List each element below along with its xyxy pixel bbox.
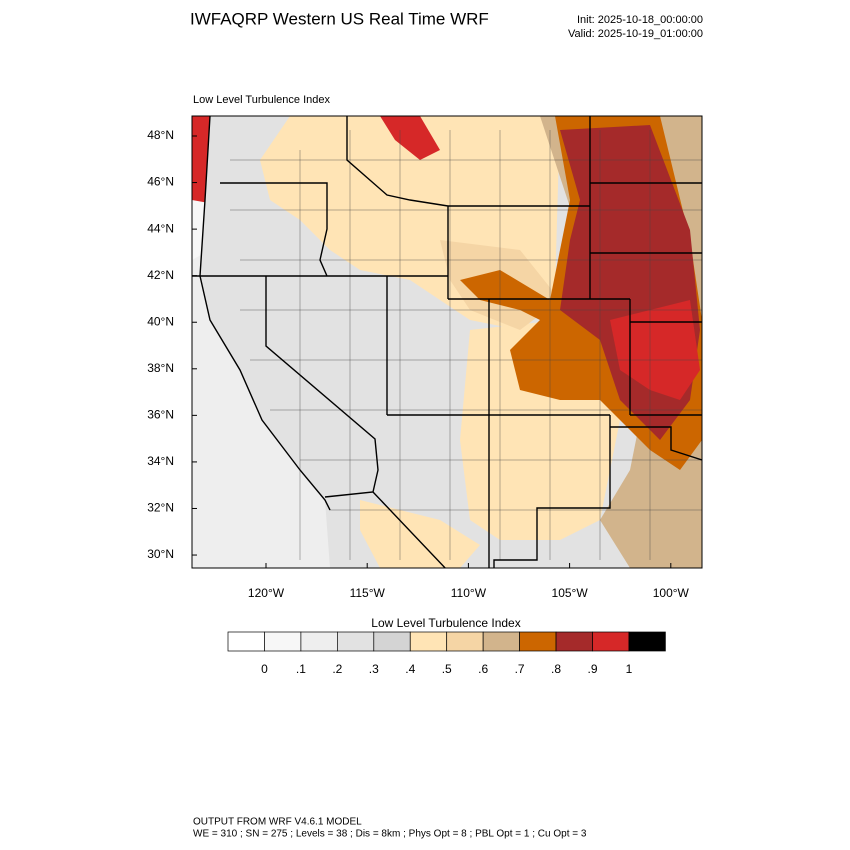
colorbar-box: [337, 631, 375, 652]
colorbar-box: [300, 631, 338, 652]
colorbar-box: [373, 631, 411, 652]
colorbar-label: .1: [296, 662, 306, 676]
lon-tick-label: 120°W: [248, 586, 285, 600]
colorbar-box: [519, 631, 557, 652]
colorbar-label: .7: [515, 662, 525, 676]
colorbar-label: 0: [261, 662, 268, 676]
colorbar-title: Low Level Turbulence Index: [371, 616, 520, 630]
colorbar-box: [264, 631, 302, 652]
lon-tick-label: 100°W: [653, 586, 690, 600]
footer-line: OUTPUT FROM WRF V4.6.1 MODEL: [193, 817, 362, 828]
colorbar-label: .5: [442, 662, 452, 676]
colorbar-box: [628, 631, 666, 652]
lon-tick-label: 105°W: [552, 586, 589, 600]
colorbar-box: [409, 631, 448, 652]
lat-tick-label: 36°N: [147, 408, 174, 422]
lat-tick-label: 46°N: [147, 175, 174, 189]
colorbar-label: .3: [369, 662, 379, 676]
lon-tick-label: 115°W: [350, 586, 386, 600]
colorbar-label: .8: [551, 662, 561, 676]
colorbar-label: .9: [587, 662, 597, 676]
footer-line: WE = 310 ; SN = 275 ; Levels = 38 ; Dis …: [193, 829, 587, 840]
colorbar-label: .4: [405, 662, 415, 676]
panel-label: Low Level Turbulence Index: [193, 94, 330, 106]
colorbar-box: [555, 631, 593, 652]
lat-tick-label: 30°N: [147, 547, 174, 561]
lat-tick-label: 40°N: [147, 314, 174, 328]
lon-tick-label: 110°W: [451, 586, 487, 600]
title: IWFAQRP Western US Real Time WRF: [190, 9, 489, 28]
colorbar-box: [592, 631, 630, 652]
colorbar-box: [482, 631, 520, 652]
lat-tick-label: 42°N: [147, 268, 174, 282]
map-frame: [191, 115, 703, 569]
colorbar-box: [227, 631, 265, 652]
valid-time: Valid: 2025-10-19_01:00:00: [568, 28, 703, 40]
lat-tick-label: 48°N: [147, 128, 174, 142]
lat-tick-label: 38°N: [147, 361, 174, 375]
map-field: [192, 116, 702, 568]
lat-tick-label: 44°N: [147, 221, 174, 235]
colorbar-box: [446, 631, 484, 652]
init-time: Init: 2025-10-18_00:00:00: [577, 14, 703, 26]
lat-tick-label: 32°N: [147, 501, 174, 515]
lat-tick-label: 34°N: [147, 454, 174, 468]
colorbar-label: 1: [626, 662, 633, 676]
colorbar-label: .2: [332, 662, 342, 676]
colorbar-label: .6: [478, 662, 488, 676]
